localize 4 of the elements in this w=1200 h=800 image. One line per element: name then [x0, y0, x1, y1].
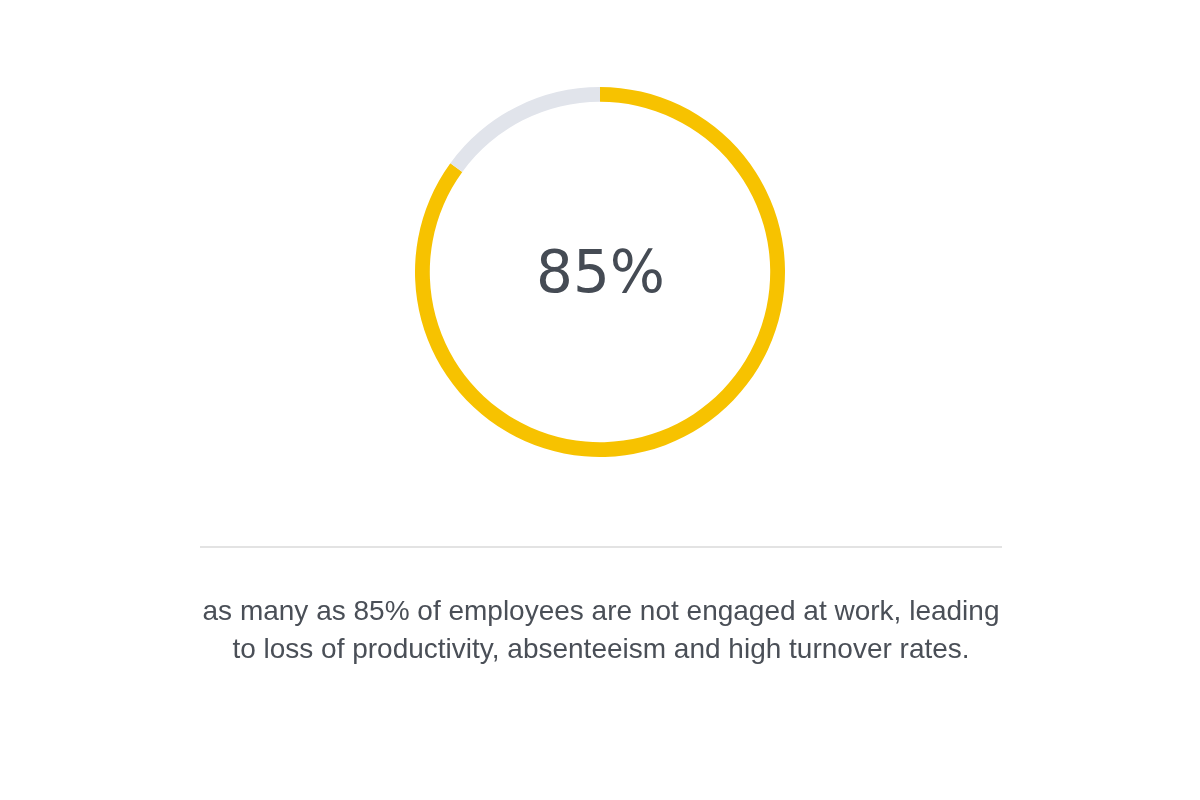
donut-slice — [415, 87, 785, 457]
text: 85% — [536, 238, 665, 306]
donut-slice — [450, 87, 600, 172]
text: as many as 85% of employees are not engaged at work, leading to loss of productivity, absenteeism and high turnover rates. — [201, 594, 1001, 666]
